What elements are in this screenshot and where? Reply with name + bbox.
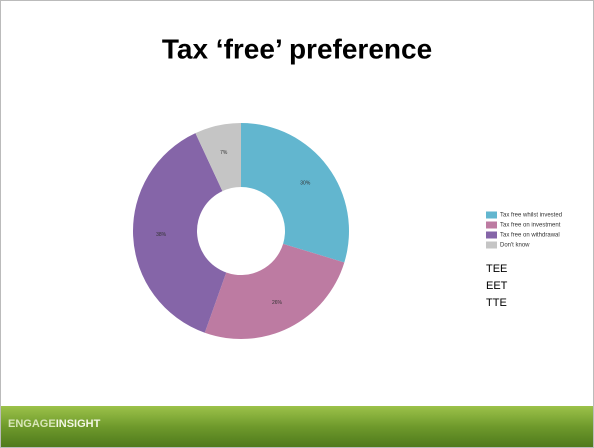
- slice: [132, 133, 227, 333]
- chart-title: Tax ‘free’ preference: [162, 33, 432, 64]
- slice: [204, 243, 345, 340]
- legend-label: Don't know: [500, 243, 530, 249]
- data-label: 30%: [300, 181, 311, 187]
- note: TTE: [486, 297, 507, 309]
- logo: ENGAGEINSIGHT: [8, 418, 101, 430]
- legend-swatch: [486, 221, 497, 229]
- legend-label: Tax free on investment: [500, 223, 561, 229]
- data-label: 38%: [156, 232, 167, 238]
- legend-swatch: [486, 241, 497, 249]
- note: TEE: [486, 263, 507, 275]
- note: EET: [486, 280, 508, 292]
- data-label: 7%: [220, 150, 228, 156]
- data-label: 26%: [272, 300, 283, 306]
- legend-swatch: [486, 231, 497, 239]
- legend-label: Tax free whilst invested: [500, 213, 562, 219]
- footer-band: [1, 406, 593, 447]
- slice: [241, 123, 349, 263]
- slice: [195, 123, 241, 192]
- logo-part: INSIGHT: [56, 418, 101, 430]
- legend-label: Tax free on withdrawal: [500, 233, 560, 239]
- logo-part: ENGAGE: [8, 418, 56, 430]
- legend-swatch: [486, 211, 497, 219]
